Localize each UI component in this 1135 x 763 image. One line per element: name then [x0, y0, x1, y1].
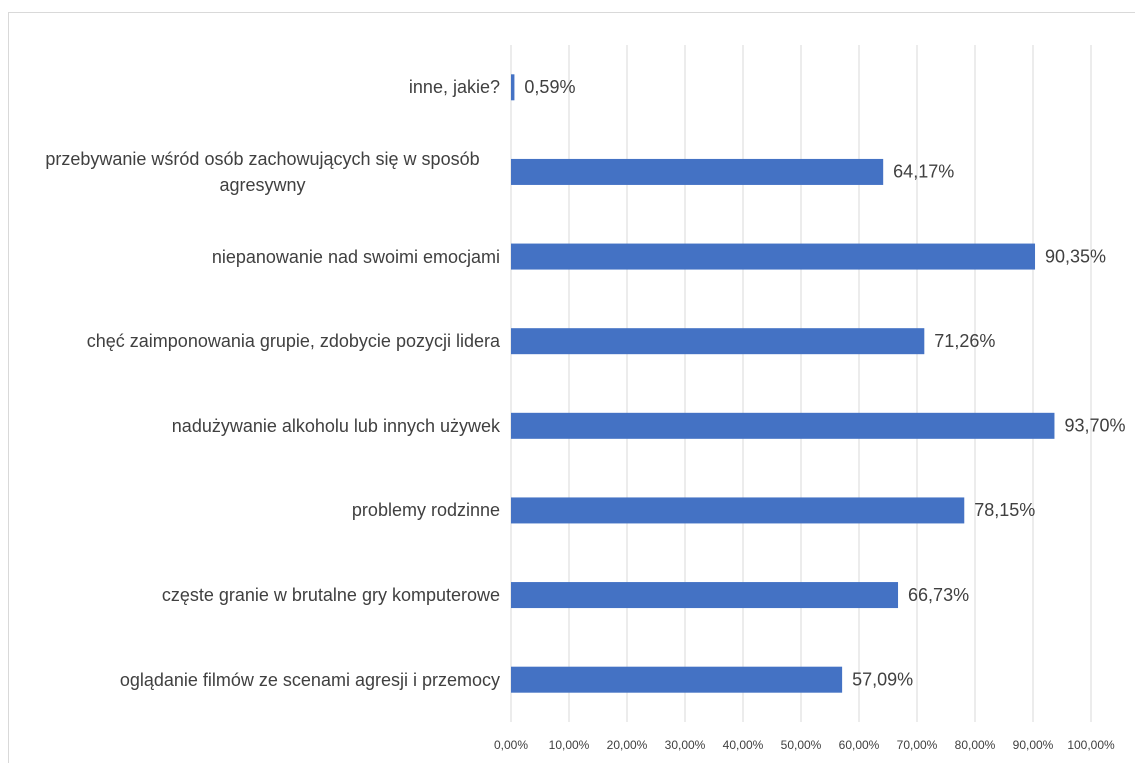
chart-frame [8, 12, 1135, 763]
x-tick-label: 50,00% [781, 738, 822, 752]
x-tick-label: 20,00% [607, 738, 648, 752]
x-tick-label: 100,00% [1067, 738, 1115, 752]
category-label: problemy rodzinne [351, 500, 500, 521]
category-label-box: niepanowanie nad swoimi emocjami [0, 217, 500, 297]
category-label-box: przebywanie wśród osób zachowujących się… [0, 132, 500, 212]
value-label: 0,59% [524, 77, 575, 97]
x-tick-label: 60,00% [839, 738, 880, 752]
category-label: nadużywanie alkoholu lub innych używek [171, 415, 500, 436]
category-label: oglądanie filmów ze scenami agresji i pr… [119, 669, 500, 690]
category-label-box: problemy rodzinne [0, 470, 500, 550]
x-tick-label: 90,00% [1013, 738, 1054, 752]
value-label: 64,17% [893, 162, 954, 182]
value-label: 90,35% [1045, 246, 1106, 266]
value-label: 71,26% [934, 331, 995, 351]
value-label: 93,70% [1064, 416, 1125, 436]
value-label: 66,73% [908, 585, 969, 605]
value-label: 78,15% [974, 500, 1035, 520]
x-tick-label: 0,00% [494, 738, 528, 752]
category-label: przebywanie wśród osób zachowujących się… [45, 148, 480, 195]
category-label: chęć zaimponowania grupie, zdobycie pozy… [86, 331, 500, 352]
category-label-box: oglądanie filmów ze scenami agresji i pr… [0, 640, 500, 720]
x-tick-label: 40,00% [723, 738, 764, 752]
category-label-box: inne, jakie? [0, 47, 500, 127]
bar [511, 497, 965, 524]
x-tick-label: 70,00% [897, 738, 938, 752]
category-label-box: nadużywanie alkoholu lub innych używek [0, 386, 500, 466]
category-label-box: chęć zaimponowania grupie, zdobycie pozy… [0, 301, 500, 381]
value-label: 57,09% [852, 669, 913, 689]
x-tick-label: 10,00% [549, 738, 590, 752]
bar [511, 412, 1055, 439]
bar [511, 243, 1036, 270]
bar [511, 582, 899, 609]
bar [511, 158, 884, 185]
bar [511, 328, 925, 355]
bar [511, 666, 843, 693]
x-tick-label: 30,00% [665, 738, 706, 752]
bar [511, 74, 515, 101]
category-label: niepanowanie nad swoimi emocjami [211, 246, 500, 267]
x-tick-label: 80,00% [955, 738, 996, 752]
category-label-box: częste granie w brutalne gry komputerowe [0, 555, 500, 635]
category-label: częste granie w brutalne gry komputerowe [161, 585, 500, 606]
category-label: inne, jakie? [408, 77, 500, 98]
